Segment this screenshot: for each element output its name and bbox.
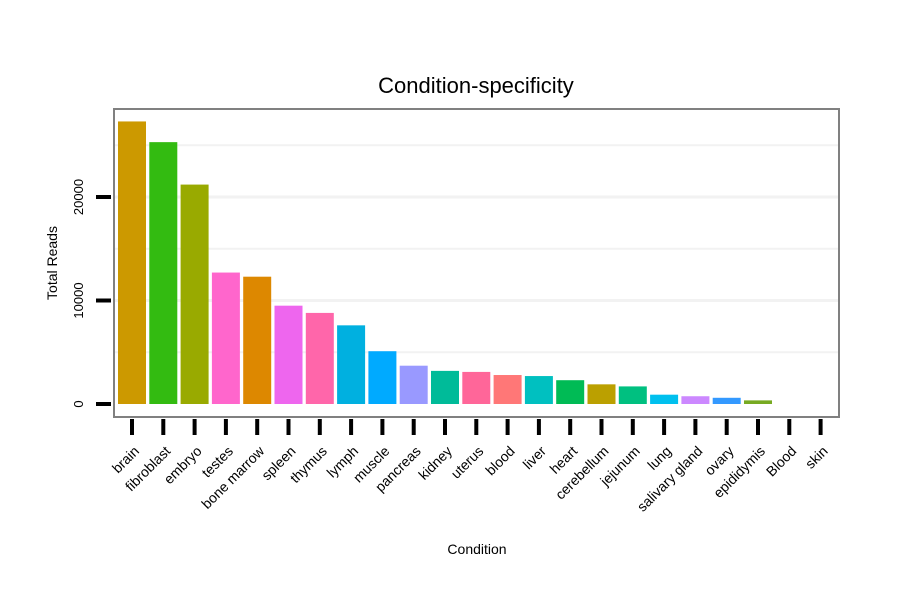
bar-blood (493, 375, 522, 404)
x-tick-label: uterus (448, 443, 487, 482)
bars (118, 121, 772, 404)
bar-thymus (305, 312, 334, 404)
bar-spleen (274, 305, 303, 404)
bar-bone-marrow (243, 276, 272, 404)
bar-fibroblast (149, 142, 178, 404)
bar-muscle (368, 351, 397, 404)
bar-salivary-gland (681, 396, 710, 404)
x-tick-label: Blood (763, 443, 800, 480)
bar-uterus (462, 371, 491, 404)
bar-lung (650, 394, 679, 404)
plot-panel-border (113, 108, 840, 418)
y-tick-label: 10000 (71, 282, 86, 318)
x-tick-label: liver (520, 443, 550, 473)
bar-pancreas (399, 365, 428, 404)
bar-heart (556, 380, 585, 404)
bar-lymph (337, 325, 366, 404)
bar-cerebellum (587, 384, 616, 404)
bar-liver (524, 376, 553, 404)
bar-epididymis (744, 400, 772, 404)
x-tick-label: blood (482, 443, 518, 479)
bar-kidney (431, 370, 459, 404)
bar-testes (211, 272, 240, 404)
bar-jejunum (618, 386, 647, 404)
x-axis-title: Condition (447, 541, 506, 557)
y-tick-label: 0 (71, 400, 86, 407)
bar-embryo (180, 184, 209, 404)
bar-ovary (712, 397, 741, 404)
chart-title: Condition-specificity (378, 73, 574, 98)
x-tick-label: skin (802, 443, 831, 472)
bar-brain (118, 121, 146, 404)
y-axis-title: Total Reads (44, 226, 60, 300)
y-tick-label: 20000 (71, 179, 86, 215)
x-tick-label: kidney (415, 443, 455, 483)
y-axis: 0 10000 20000 (71, 179, 111, 408)
